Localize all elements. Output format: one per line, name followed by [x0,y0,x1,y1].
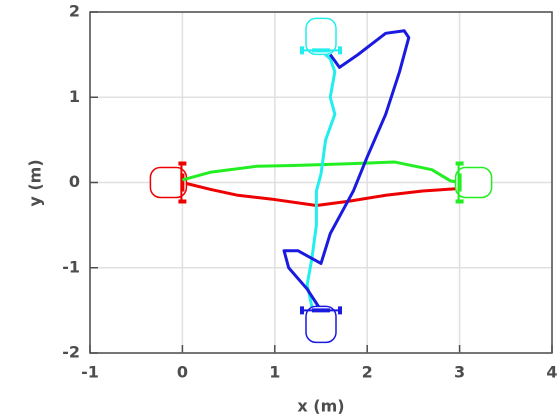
vehicle-part [305,17,337,56]
vehicle [454,161,493,204]
vehicle [149,161,188,204]
x-tick-label: 1 [269,363,280,382]
plot-frame [89,11,553,354]
vehicle-part [149,166,188,199]
x-tick-label: 2 [362,363,373,382]
x-tick-label: 3 [454,363,465,382]
trajectory [282,29,411,312]
y-tick-label: 0 [69,172,80,191]
y-tick-label: -1 [62,257,80,276]
x-tick-label: -1 [81,363,99,382]
vehicle [300,17,342,56]
y-tick-label: 2 [69,2,80,21]
y-tick-label: 1 [69,87,80,106]
trajectory [305,49,337,312]
vehicle [300,305,342,344]
x-tick-label: 0 [177,363,188,382]
trajectory [182,181,460,208]
trajectory [181,160,460,184]
vehicle-part [454,166,493,199]
y-tick-label: -2 [62,343,80,362]
y-axis-label: y (m) [26,159,45,206]
x-tick-label: 4 [546,363,557,382]
vehicle-part [305,305,337,344]
x-axis-label: x (m) [297,397,344,416]
